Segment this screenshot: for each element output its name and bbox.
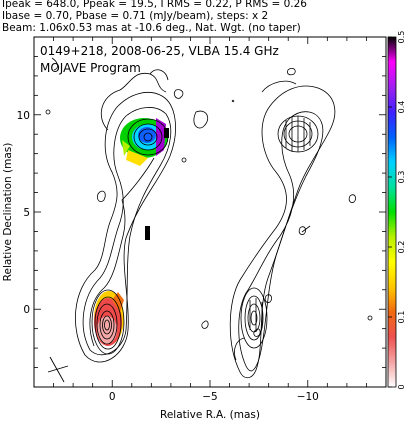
contour-outer — [75, 92, 176, 363]
core-contour-4 — [99, 310, 115, 340]
core-contour-1 — [91, 289, 125, 355]
x-tick-label: −5 — [202, 391, 217, 403]
core-contour-6 — [104, 319, 110, 331]
colorbar-tick-label: 0.2 — [397, 241, 406, 254]
header-line-3: Beam: 1.06x0.53 mas at -10.6 deg., Nat. … — [2, 22, 301, 34]
knot-contour-4 — [143, 132, 153, 142]
core-contour-3 — [96, 303, 118, 345]
pol-core-3 — [247, 303, 261, 333]
pol-contour-mid — [238, 111, 324, 372]
y-tick-label: 10 — [17, 110, 30, 122]
core-polarization-edge — [112, 292, 124, 312]
polarization-contours — [229, 67, 336, 379]
knot-polarization-peak — [164, 128, 169, 138]
beam-symbol — [47, 356, 69, 383]
y-tick-label: 5 — [23, 207, 30, 219]
evpa-vectors — [249, 116, 311, 332]
knot-polarization-edge — [156, 118, 166, 156]
header-line-2: Ibase = 0.70, Pbase = 0.71 (mJy/beam), s… — [2, 10, 269, 22]
axis-ticks — [33, 36, 387, 388]
panel-subtitle: MOJAVE Program — [40, 61, 141, 75]
colorbar-ticks: 0 0.1 0.2 0.3 0.4 0.5 — [388, 31, 406, 390]
core-contour-2 — [94, 296, 122, 350]
y-tick-label: 0 — [23, 304, 30, 316]
x-axis-label: Relative R.A. (mas) — [160, 409, 260, 421]
header-line-1: Ipeak = 648.0, Ppeak = 19.5, I RMS = 0.2… — [2, 0, 307, 10]
colorbar-tick-label: 0.1 — [397, 311, 406, 324]
jet-polarization-spot — [145, 226, 150, 240]
y-axis-label: Relative Declination (mas) — [2, 143, 14, 282]
colorbar-tick-label: 0.3 — [397, 171, 406, 184]
pol-core-1 — [240, 287, 268, 349]
axis-tick-labels: 0 −5 −10 0 5 10 — [17, 110, 319, 403]
contour-level-3 — [89, 157, 155, 347]
plot-frame — [33, 36, 387, 388]
x-tick-label: −10 — [297, 391, 319, 403]
knot-contour-2 — [133, 123, 163, 151]
colorbar-tick-label: 0.5 — [397, 31, 406, 44]
island-contour — [193, 110, 209, 129]
knot-contour-3 — [138, 128, 158, 146]
knot-polarization-south — [126, 150, 148, 166]
colorbar-tick-label: 0 — [397, 384, 406, 389]
colorbar-tick-label: 0.4 — [397, 101, 406, 114]
plot-area — [45, 57, 373, 383]
intensity-contours — [45, 57, 373, 363]
outer-lobe — [100, 72, 167, 131]
pol-contour-outer — [229, 85, 336, 379]
pol-core-4 — [250, 310, 258, 326]
colorbar — [387, 36, 397, 388]
core-contour-5 — [102, 315, 112, 335]
x-tick-label: 0 — [109, 391, 116, 403]
panel-title: 0149+218, 2008-06-25, VLBA 15.4 GHz — [40, 44, 279, 58]
knot-contour-1 — [127, 118, 169, 156]
contour-level-2 — [82, 107, 172, 356]
pol-core-2 — [244, 295, 264, 341]
